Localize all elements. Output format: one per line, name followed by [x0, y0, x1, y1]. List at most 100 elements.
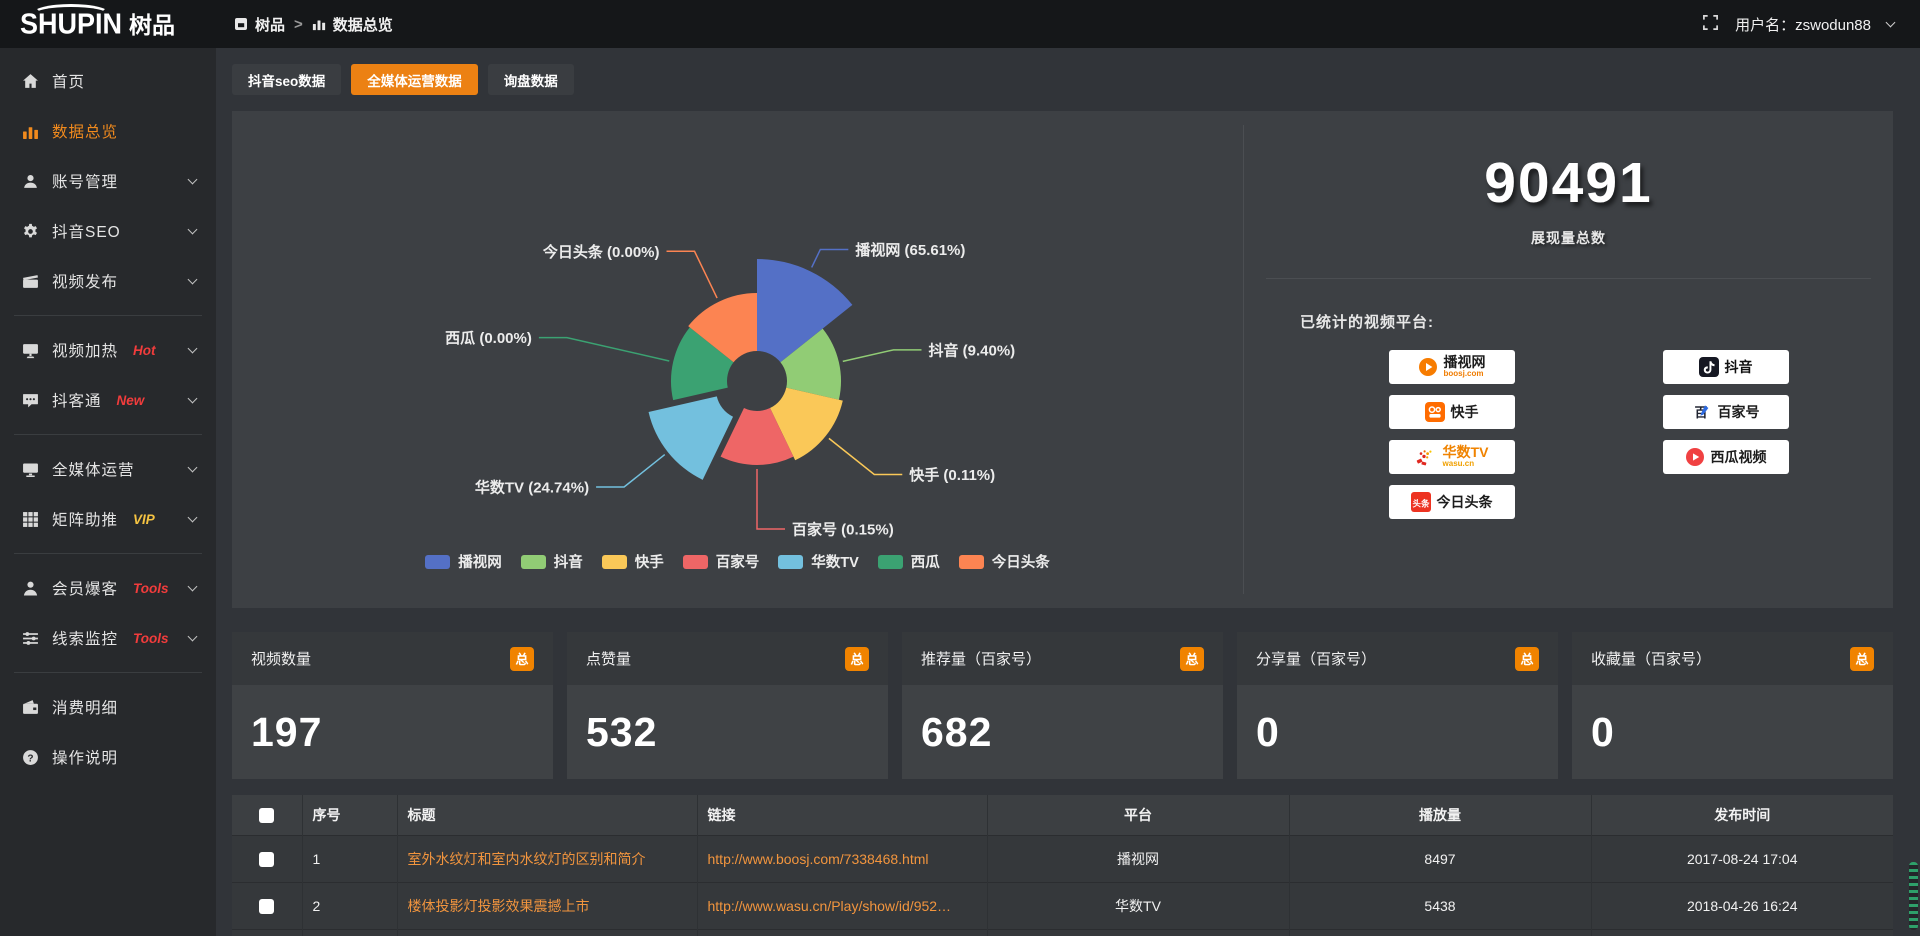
sliders-icon — [22, 630, 39, 647]
stat-card-video-count: 视频数量 总 197 — [232, 632, 553, 779]
stat-card-favorites: 收藏量（百家号） 总 0 — [1572, 632, 1893, 779]
sidebar-item-label: 抖音SEO — [52, 224, 121, 241]
pie-slice-kuaishou[interactable] — [769, 387, 843, 461]
tab-inquiry-data[interactable]: 询盘数据 — [487, 64, 574, 95]
platform-badge-boosj[interactable]: 播视网 boosj.com — [1388, 350, 1515, 384]
chevron-down-icon — [187, 631, 198, 642]
platform-badge-text: 抖音 — [1725, 359, 1753, 375]
total-badge[interactable]: 总 — [845, 646, 869, 671]
pie-label-kuaishou: 快手 (0.11%) — [909, 466, 995, 484]
stat-card-label: 点赞量 — [586, 651, 632, 668]
column-header: 发布时间 — [1590, 795, 1893, 835]
tab-omni-media-data[interactable]: 全媒体运营数据 — [351, 64, 478, 95]
rose-chart: 播视网 (65.61%) 抖音 (9.40%) 快手 (0.11%) 百家号 (0.1… — [445, 241, 1015, 539]
sidebar-item-video-publish[interactable]: 视频发布 — [0, 256, 216, 306]
pie-slice-douyin[interactable] — [779, 328, 841, 400]
sidebar-item-douyin-seo[interactable]: 抖音SEO — [0, 206, 216, 256]
topbar: SHUPIN 树品 树品 > 数据总览 用户名：zswodun88 — [0, 0, 1920, 48]
chevron-down-icon — [187, 393, 198, 404]
sidebar-item-member-booster[interactable]: 会员爆客 Tools — [0, 563, 216, 613]
sidebar-item-account-manage[interactable]: 账号管理 — [0, 156, 216, 206]
sidebar-menu: 首页数据总览 账号管理抖音SEO 视频发布视频加热 Hot 抖客通 New 全媒体运营矩阵助… — [0, 56, 216, 782]
video-url-link[interactable]: http://www.wasu.cn/Play/show/id/952… — [696, 881, 987, 929]
video-title-link[interactable]: 楼体投影灯投影效果震撼上市 — [396, 881, 697, 929]
stat-card-shares: 分享量（百家号） 总 0 — [1237, 632, 1558, 779]
pie-slice-xigua[interactable] — [670, 327, 734, 401]
video-plays: 8497 — [1288, 834, 1591, 882]
sidebar-item-doukertong[interactable]: 抖客通 New — [0, 375, 216, 425]
video-url-link[interactable]: http://www.boosj.com/7338468.html — [696, 834, 987, 882]
total-badge[interactable]: 总 — [1850, 646, 1874, 671]
pie-slice-toutiao[interactable] — [687, 293, 757, 363]
pie-slice-boosj[interactable] — [756, 259, 852, 363]
platform-badge-toutiao[interactable]: 头条 今日头条 — [1388, 485, 1515, 519]
breadcrumb-home[interactable]: 树品 — [255, 16, 286, 34]
sidebar-divider — [14, 553, 202, 554]
legend-item-kuaishou[interactable]: 快手 — [601, 551, 664, 572]
legend-item-baijiahao[interactable]: 百家号 — [682, 551, 759, 572]
breadcrumb-separator: > — [294, 15, 303, 33]
sidebar-item-data-overview[interactable]: 数据总览 — [0, 106, 216, 156]
platform-badge-xigua[interactable]: 西瓜视频 — [1662, 440, 1789, 474]
total-badge[interactable]: 总 — [1515, 646, 1539, 671]
sidebar-item-video-heat[interactable]: 视频加热 Hot — [0, 325, 216, 375]
row-checkbox[interactable] — [259, 851, 275, 867]
legend-item-boosj[interactable]: 播视网 — [425, 551, 502, 572]
sidebar-item-label: 视频发布 — [52, 274, 119, 291]
table-row: 1 室外水纹灯和室内水纹灯的区别和简介 http://www.boosj.com/7… — [232, 834, 1893, 882]
legend-item-wasu[interactable]: 华数TV — [778, 551, 859, 572]
chevron-down-icon — [187, 581, 198, 592]
platform-badge-baijiahao[interactable]: 百百家号 — [1662, 395, 1789, 429]
tab-douyin-seo-data[interactable]: 抖音seo数据 — [232, 64, 342, 95]
table-row-partial — [232, 928, 1893, 936]
row-checkbox[interactable] — [259, 898, 275, 914]
total-badge[interactable]: 总 — [510, 646, 534, 671]
scrollbar-thumb[interactable] — [1909, 862, 1918, 930]
app-logo[interactable]: SHUPIN 树品 — [0, 3, 216, 38]
video-platform: 播视网 — [986, 834, 1289, 882]
pie-slice-baijiahao[interactable] — [720, 408, 793, 465]
sidebar-item-omni-media[interactable]: 全媒体运营 — [0, 444, 216, 494]
legend-item-toutiao[interactable]: 今日头条 — [958, 551, 1050, 572]
stat-card-value: 532 — [586, 709, 658, 755]
legend-item-douyin[interactable]: 抖音 — [520, 551, 583, 572]
stat-card-header: 视频数量 总 — [232, 632, 553, 685]
video-title-link[interactable]: 室外水纹灯和室内水纹灯的区别和简介 — [396, 834, 697, 882]
select-all-checkbox[interactable] — [259, 808, 275, 824]
platform-badge-kuaishou[interactable]: 快手 — [1388, 395, 1515, 429]
empty-cell — [396, 928, 697, 936]
legend-label: 西瓜 — [910, 555, 940, 571]
data-tabs: 抖音seo数据 全媒体运营数据 询盘数据 — [232, 64, 1893, 95]
platform-badge-douyin[interactable]: 抖音 — [1662, 350, 1789, 384]
username-label[interactable]: 用户名：zswodun88 — [1735, 16, 1871, 34]
legend-item-xigua[interactable]: 西瓜 — [877, 551, 940, 572]
sidebar-item-lead-monitor[interactable]: 线索监控 Tools — [0, 613, 216, 663]
video-index: 2 — [301, 881, 397, 929]
stat-card-label: 视频数量 — [251, 651, 312, 668]
legend-swatch — [682, 554, 708, 569]
grid-icon — [22, 511, 39, 528]
legend-label: 播视网 — [458, 555, 502, 571]
total-badge[interactable]: 总 — [1180, 646, 1204, 671]
stat-card-value: 682 — [921, 709, 993, 755]
svg-text:头条: 头条 — [1412, 498, 1430, 508]
sidebar-item-expense-detail[interactable]: 消费明细 — [0, 682, 216, 732]
platform-badge-wasu[interactable]: 华数TV wasu.cn — [1388, 440, 1515, 474]
sidebar-item-label: 全媒体运营 — [52, 462, 135, 479]
videos-table: 序号 标题 链接 平台 播放量 发布时间 1 室外水纹灯和室内水纹灯的区别和简介 http:/… — [232, 795, 1893, 936]
fullscreen-icon[interactable] — [1702, 14, 1719, 35]
chevron-down-icon — [187, 462, 198, 473]
help-icon: ? — [22, 749, 39, 766]
sidebar-item-matrix-boost[interactable]: 矩阵助推 VIP — [0, 494, 216, 544]
pie-label-baijiahao: 百家号 (0.15%) — [792, 521, 894, 539]
chat-icon — [22, 392, 39, 409]
sidebar-item-label: 首页 — [52, 74, 86, 91]
body-row: 首页数据总览 账号管理抖音SEO 视频发布视频加热 Hot 抖客通 New 全媒体运营矩阵助… — [0, 48, 1920, 936]
pie-slice-wasu[interactable] — [648, 396, 733, 480]
sidebar-item-guide[interactable]: ? 操作说明 — [0, 732, 216, 782]
sidebar-item-badge: Tools — [133, 580, 169, 596]
sidebar-item-home[interactable]: 首页 — [0, 56, 216, 106]
table-body: 1 室外水纹灯和室内水纹灯的区别和简介 http://www.boosj.com/7… — [232, 834, 1893, 936]
breadcrumb-current[interactable]: 数据总览 — [332, 16, 393, 34]
